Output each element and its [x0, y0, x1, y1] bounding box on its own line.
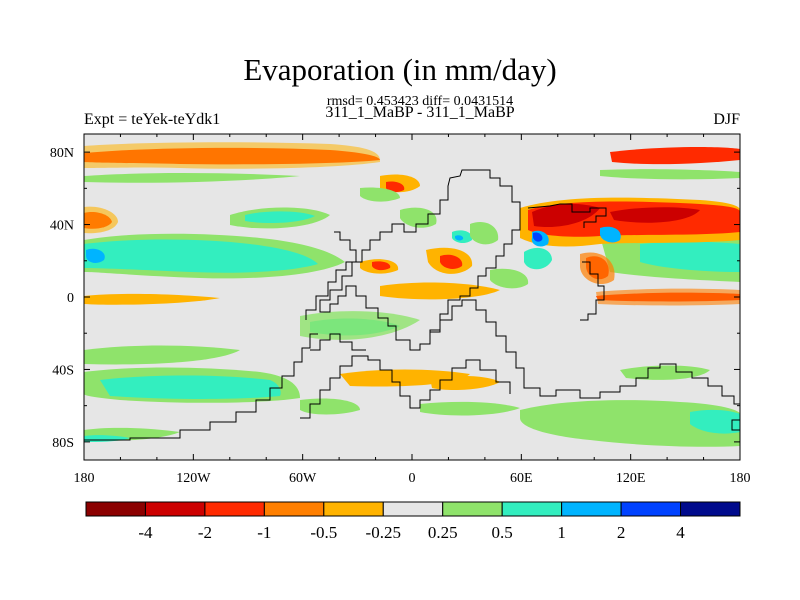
- anomaly-south-atlantic-green: [300, 398, 360, 415]
- anomaly-north-green: [84, 173, 300, 183]
- experiment-label: Expt = teYek-teYdk1: [84, 111, 221, 128]
- landmass-south-west: [84, 333, 318, 441]
- y-tick-label: 80N: [50, 146, 74, 161]
- anomaly-40n-cyan: [245, 211, 315, 224]
- landmass-africa: [430, 299, 740, 405]
- x-tick-label: 60W: [289, 471, 317, 486]
- anomaly-south-green-band: [300, 311, 420, 340]
- colorbar: -4 -2 -1 -0.5 -0.25 0.25 0.5 1 2 4: [85, 501, 741, 542]
- anomaly-north-green-east: [600, 169, 740, 180]
- axes: 180 120W 60W 0 60E 120E 180 80N 40N 0 40S 80S: [50, 134, 751, 486]
- anomaly-north-east-band: [610, 147, 740, 165]
- colorbar-label: -1: [257, 523, 271, 542]
- anomaly-asia-darkred-east: [610, 207, 700, 223]
- colorbar-swatch: [263, 501, 325, 517]
- anomaly-asia-blue2: [600, 226, 621, 243]
- anomaly-europe-green: [360, 187, 400, 202]
- anomaly-south-east-green: [520, 400, 740, 447]
- x-tick-label: 120W: [176, 471, 211, 486]
- anomaly-south-pacific-cyan: [100, 375, 281, 399]
- chart-title: Evaporation (in mm/day): [243, 52, 557, 87]
- anomaly-equator-west-orange: [84, 293, 220, 305]
- landmass-west-americas: [305, 231, 357, 320]
- anomaly-pacific-blue: [86, 248, 105, 263]
- anomaly-pacific-cyan-band: [84, 239, 318, 273]
- y-tick-label: 0: [67, 291, 74, 306]
- colorbar-label: 2: [617, 523, 626, 542]
- anomaly-equator-east-orange: [596, 288, 740, 306]
- landmass-south-mid: [300, 355, 511, 419]
- x-tick-label: 180: [74, 471, 95, 486]
- anomaly-south-east-cyan: [690, 409, 740, 434]
- colorbar-label: 4: [676, 523, 685, 542]
- season-label: DJF: [713, 111, 740, 128]
- colorbar-swatch: [323, 501, 384, 517]
- map-area: [84, 134, 740, 460]
- x-tick-label: 60E: [510, 471, 533, 486]
- colorbar-label: -0.5: [310, 523, 337, 542]
- y-tick-label: 40N: [50, 219, 74, 234]
- colorbar-label: -2: [198, 523, 212, 542]
- colorbar-swatch: [561, 501, 622, 517]
- anomaly-africa-blue: [455, 235, 464, 241]
- anomaly-europe-red: [386, 181, 405, 193]
- landmass-east-2: [580, 261, 605, 321]
- anomaly-africa-red: [440, 254, 463, 269]
- anomaly-asia-darkred: [532, 203, 600, 228]
- anomaly-south-atlantic-orange2: [430, 375, 500, 390]
- stats-label: rmsd= 0.453423 diff= 0.0431514: [326, 94, 514, 109]
- landmass-east-islands: [527, 203, 607, 228]
- anomaly-asia-cyan: [524, 247, 552, 270]
- landmass-north: [319, 169, 521, 351]
- anomaly-asia-navy: [533, 232, 543, 242]
- landmass-south-mid-2: [310, 333, 366, 351]
- x-tick-label: 0: [409, 471, 416, 486]
- y-tick-label: 80S: [52, 436, 74, 451]
- chart-subtitle: 311_1_MaBP - 311_1_MaBP: [325, 104, 515, 121]
- colorbar-label: 0.5: [492, 523, 513, 542]
- anomaly-mid-green: [400, 207, 437, 228]
- anomaly-india-green: [490, 268, 529, 289]
- colorbar-label: -4: [138, 523, 153, 542]
- colorbar-swatch: [85, 501, 146, 517]
- x-tick-label: 120E: [616, 471, 646, 486]
- colorbar-swatch: [442, 501, 503, 517]
- colorbar-swatch: [680, 501, 741, 517]
- colorbar-label: 0.25: [428, 523, 458, 542]
- continent-outlines: [84, 169, 740, 441]
- anomaly-africa-green: [470, 221, 499, 245]
- anomaly-asia-orange-south: [580, 252, 615, 285]
- anomaly-40n-west-orange: [84, 206, 118, 234]
- anomaly-south-east-green2: [620, 365, 710, 380]
- colorbar-swatch: [144, 501, 206, 517]
- anomaly-south-mid-green: [420, 401, 520, 416]
- colorbar-swatch: [501, 501, 563, 517]
- colorbar-label: 1: [557, 523, 566, 542]
- y-tick-label: 40S: [52, 363, 74, 378]
- colorbar-swatch: [382, 501, 444, 517]
- colorbar-label: -0.25: [366, 523, 401, 542]
- colorbar-swatch: [204, 501, 265, 517]
- anomaly-east-cyan-band: [640, 241, 740, 272]
- anomaly-north-band-orange: [84, 142, 380, 169]
- landmass-bottom-east: [731, 419, 740, 431]
- anomaly-mid-red: [372, 261, 391, 271]
- colorbar-swatch: [620, 501, 682, 517]
- x-tick-label: 180: [730, 471, 751, 486]
- anomaly-south-pacific-green: [84, 345, 240, 365]
